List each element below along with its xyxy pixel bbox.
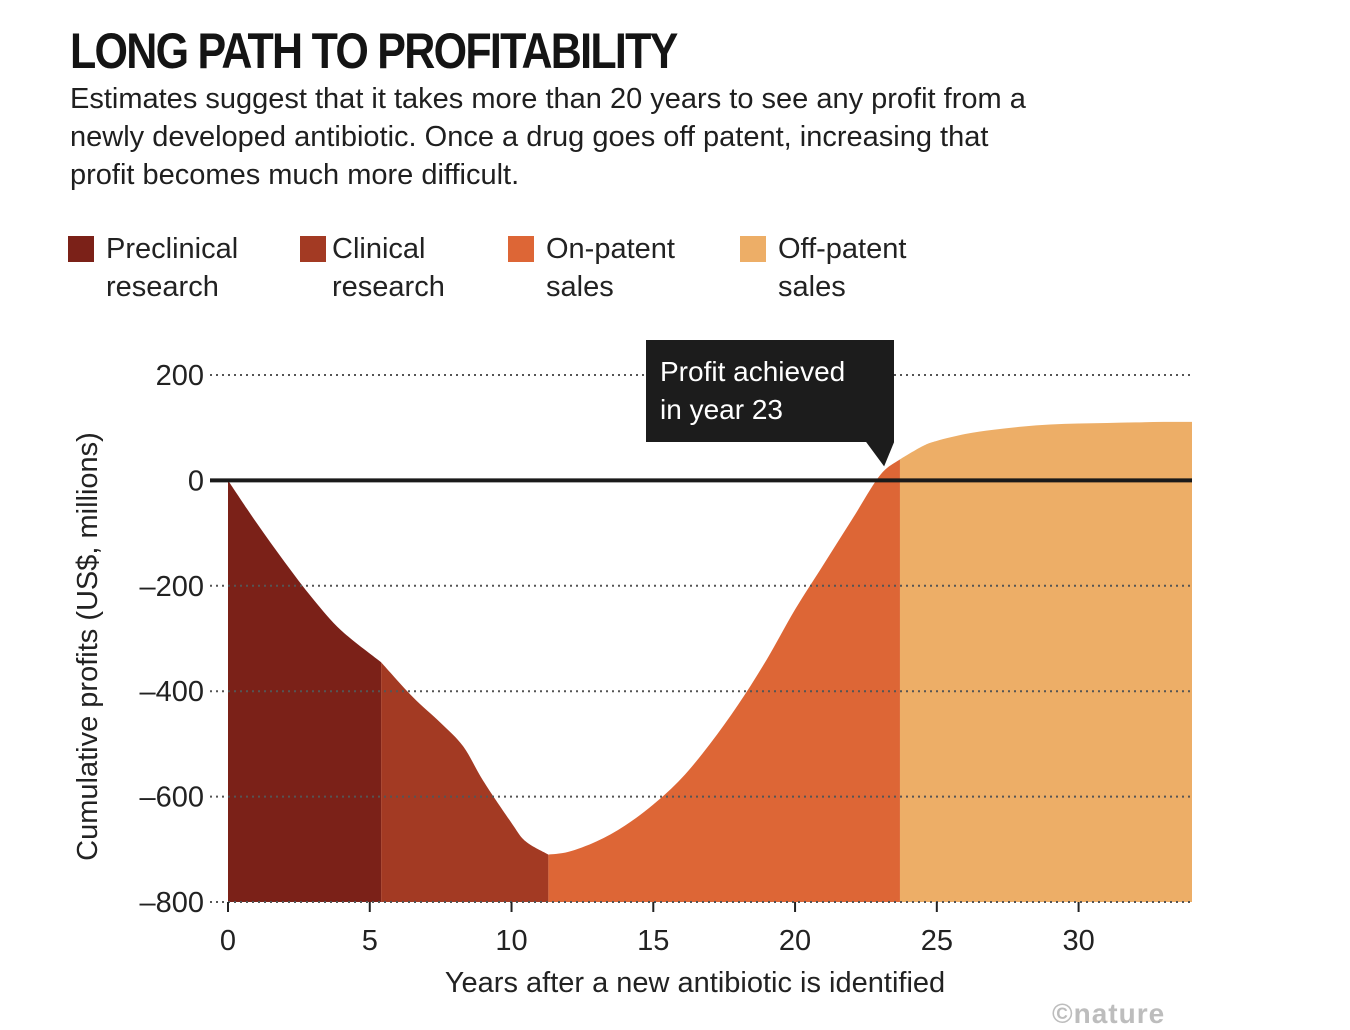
area-clinical — [381, 662, 549, 902]
legend-item-on-patent: On-patent sales — [508, 230, 706, 306]
y-tick-label: 0 — [188, 465, 204, 497]
legend-label-clinical: Clinical research — [332, 233, 445, 303]
y-axis-label: Cumulative profits (US$, millions) — [72, 432, 104, 861]
annotation-line-1: Profit achieved — [660, 356, 845, 387]
series-areas — [228, 421, 1192, 902]
x-tick-label: 10 — [495, 925, 527, 957]
legend-swatch-off-patent — [740, 236, 766, 262]
gridlines — [210, 374, 1192, 903]
nature-credit: ©nature — [1052, 998, 1166, 1029]
y-tick-label: 200 — [156, 360, 204, 392]
x-tick-label: 30 — [1062, 925, 1094, 957]
area-off-patent — [899, 421, 1192, 902]
chart-title: LONG PATH TO PROFITABILITY — [70, 23, 678, 79]
x-tick-label: 15 — [637, 925, 669, 957]
chart-subtitle: Estimates suggest that it takes more tha… — [70, 83, 1026, 191]
y-tick-label: –600 — [139, 782, 204, 814]
legend-item-off-patent: Off-patent sales — [740, 230, 938, 306]
legend-swatch-preclinical — [68, 236, 94, 262]
legend-swatch-clinical — [300, 236, 326, 262]
area-preclinical — [228, 480, 382, 902]
y-tick-label: –800 — [139, 887, 204, 919]
legend-item-clinical: Clinical research — [300, 230, 472, 306]
y-axis-ticks: 200 0 –200 –400 –600 –800 — [139, 360, 204, 919]
legend-label-preclinical: Preclinical research — [106, 233, 239, 303]
x-tick-label: 25 — [921, 925, 953, 957]
legend-item-preclinical: Preclinical research — [68, 230, 281, 306]
legend: Preclinical research Clinical research O… — [68, 230, 1068, 310]
legend-swatch-on-patent — [508, 236, 534, 262]
x-axis-label: Years after a new antibiotic is identifi… — [445, 967, 945, 999]
annotation-box — [646, 340, 895, 467]
x-tick-label: 5 — [362, 925, 378, 957]
x-tick-label: 0 — [220, 925, 236, 957]
area-on-patent — [548, 459, 900, 902]
annotation-callout: Profit achieved in year 23 — [646, 340, 895, 467]
y-tick-label: –200 — [139, 571, 204, 603]
x-tick-label: 20 — [779, 925, 811, 957]
legend-label-on-patent: On-patent sales — [546, 233, 675, 303]
annotation-line-2: in year 23 — [660, 394, 783, 425]
legend-label-off-patent: Off-patent sales — [778, 233, 907, 303]
y-tick-label: –400 — [139, 676, 204, 708]
x-axis-ticks: 0 5 10 15 20 25 30 — [220, 902, 1095, 957]
